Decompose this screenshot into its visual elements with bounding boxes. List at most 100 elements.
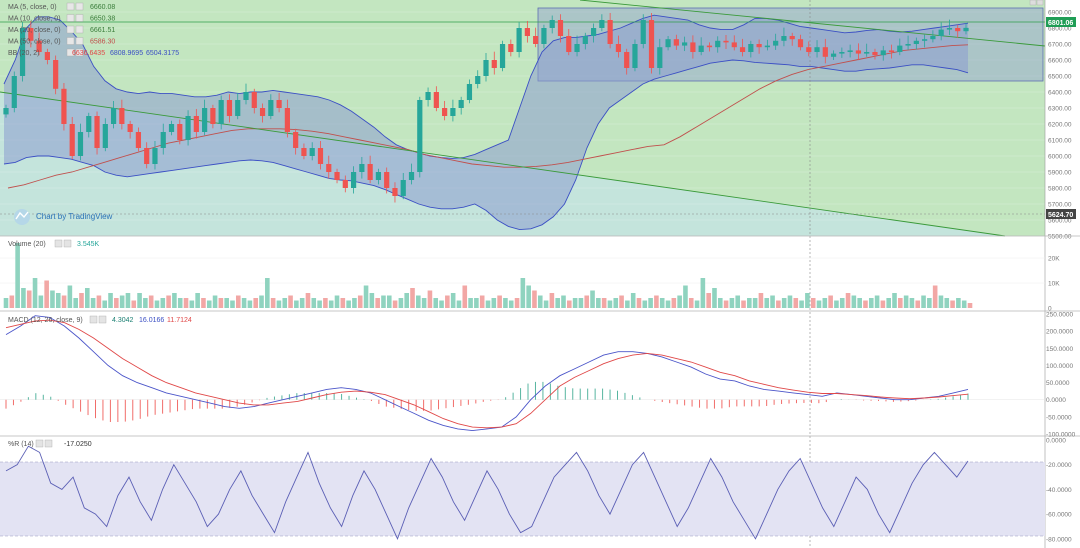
wr-toggle-icons[interactable] <box>35 439 53 448</box>
volume-bar <box>625 300 630 308</box>
volume-bar <box>892 293 897 308</box>
volume-bar <box>770 295 775 308</box>
volume-bar <box>845 293 851 308</box>
indicator-eye-icon[interactable] <box>66 2 75 11</box>
price-tick-label: 5600.00 <box>1048 218 1072 225</box>
volume-bar <box>439 300 444 308</box>
candle <box>77 123 84 161</box>
volume-bar <box>137 293 142 308</box>
volume-bar <box>160 298 166 308</box>
candle <box>400 172 406 200</box>
volume-toggle-icons[interactable] <box>54 239 72 248</box>
indicator-label-bb: BB (20, 2) <box>8 50 40 57</box>
volume-bar <box>944 298 950 308</box>
candle <box>210 104 216 129</box>
indicator-eye-icon[interactable] <box>66 25 75 34</box>
volume-bar <box>305 293 311 308</box>
candle <box>309 142 315 161</box>
indicator-settings-icon[interactable] <box>75 2 84 11</box>
volume-bar <box>659 298 665 308</box>
indicator-settings-icon[interactable] <box>75 25 84 34</box>
macd-tick-label: -50.0000 <box>1046 414 1072 421</box>
indicator-eye-icon[interactable] <box>66 14 75 22</box>
volume-bar <box>828 295 833 308</box>
macd-tick-label: -100.0000 <box>1046 432 1076 439</box>
candle <box>94 111 100 155</box>
candle <box>243 83 249 105</box>
volume-tick-label: 20K <box>1048 256 1060 263</box>
candle <box>475 70 481 89</box>
volume-bar <box>706 293 711 308</box>
indicator-settings-icon[interactable] <box>75 14 84 22</box>
volume-bar <box>32 278 38 308</box>
indicator-eye-icon[interactable] <box>66 37 75 45</box>
macd-label: MACD (12, 26, close, 9) <box>8 317 83 324</box>
volume-bar <box>526 285 531 308</box>
tradingview-logo-icon <box>14 209 30 225</box>
candle <box>574 35 580 57</box>
volume-bar <box>561 295 566 308</box>
volume-bar <box>654 295 659 308</box>
volume-bar <box>79 293 84 308</box>
volume-bar <box>328 300 334 308</box>
bollinger-lower-line <box>3 59 969 231</box>
candle <box>326 155 332 179</box>
volume-bar <box>723 300 729 308</box>
volume-bar <box>357 295 363 308</box>
candle <box>293 128 299 155</box>
macd-tick-label: 50.0000 <box>1046 380 1070 387</box>
volume-bar <box>61 295 67 308</box>
candle <box>392 182 398 203</box>
volume-bar <box>125 293 131 308</box>
volume-bar <box>416 295 421 308</box>
candle <box>483 52 489 82</box>
volume-bar <box>816 300 822 308</box>
volume-bar <box>369 293 375 308</box>
candle <box>806 41 812 57</box>
volume-bar <box>503 298 508 308</box>
volume-bar <box>665 300 671 308</box>
candle <box>665 36 671 51</box>
price-tick-label: 6400.00 <box>1048 90 1072 97</box>
macd-tick-label: 0.0000 <box>1046 397 1066 404</box>
candle <box>433 86 439 112</box>
volume-bar <box>241 298 247 308</box>
indicator-settings-icon[interactable] <box>75 48 84 57</box>
candle <box>342 175 348 193</box>
volume-bar <box>172 293 177 308</box>
price-tick-label: 6300.00 <box>1048 106 1072 113</box>
candle <box>458 96 464 115</box>
price-tick-label: 5800.00 <box>1048 186 1072 193</box>
indicator-eye-icon[interactable] <box>66 48 75 57</box>
volume-bar <box>520 278 526 308</box>
volume-bar <box>717 298 723 308</box>
macd-toggle-icons[interactable] <box>89 315 107 324</box>
candle <box>86 112 92 138</box>
volume-bar <box>299 298 305 308</box>
volume-bar <box>265 278 270 308</box>
volume-bar <box>927 298 932 308</box>
volume-bar <box>15 243 20 308</box>
indicator-settings-icon[interactable] <box>75 37 84 45</box>
volume-bar <box>677 295 682 308</box>
price-tick-label: 6700.00 <box>1048 42 1072 49</box>
volume-tick-label: 10K <box>1048 281 1060 288</box>
macd-tick-label: 200.0000 <box>1046 329 1073 336</box>
price-axis-ticks: 6900.00 6800.00 6700.00 6600.00 6500.00 6400.… <box>1048 10 1072 241</box>
macd-tick-label: 100.0000 <box>1046 363 1073 370</box>
candle <box>764 39 770 51</box>
descending-trendline <box>0 91 1006 237</box>
candle <box>516 22 522 58</box>
volume-bar <box>468 298 473 308</box>
crosshair-price-badge <box>1046 209 1076 219</box>
volume-bar <box>90 298 96 308</box>
candle <box>135 127 142 152</box>
volume-bar <box>317 300 322 308</box>
wr-tick-label: -60.0000 <box>1046 512 1072 519</box>
price-tick-label: 5900.00 <box>1048 170 1072 177</box>
wr-tick-label: -20.0000 <box>1046 462 1072 469</box>
candle <box>61 83 67 131</box>
candle <box>880 45 886 61</box>
candle <box>202 99 208 136</box>
settings-icon[interactable] <box>1029 0 1044 6</box>
